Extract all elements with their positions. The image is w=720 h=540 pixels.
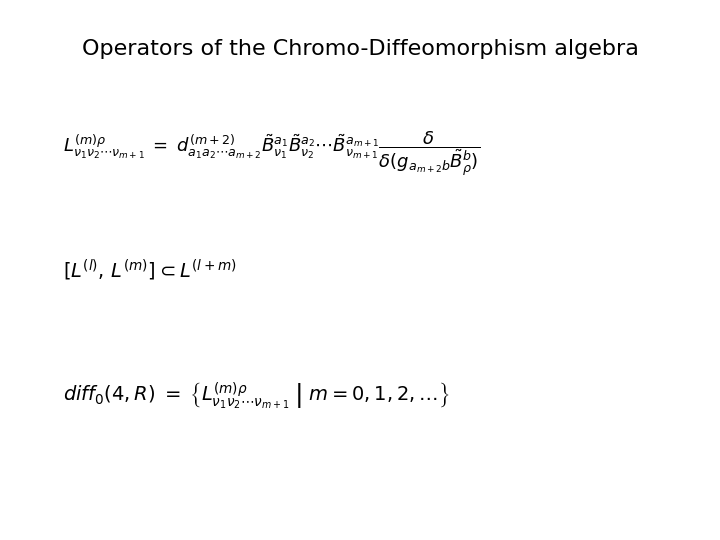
Text: $[L^{(l)},\, L^{(m)}] \subset L^{(l+m)}$: $[L^{(l)},\, L^{(m)}] \subset L^{(l+m)}$ (63, 258, 237, 282)
Text: Operators of the Chromo-Diffeomorphism algebra: Operators of the Chromo-Diffeomorphism a… (81, 38, 639, 58)
Text: $diff_0(4,R) \;=\; \left\{ L_{\nu_1 \nu_2 \cdots \nu_{m+1}}^{(m)\rho}\;\middle|\: $diff_0(4,R) \;=\; \left\{ L_{\nu_1 \nu_… (63, 381, 450, 412)
Text: $L_{\nu_1 \nu_2 \cdots \nu_{m+1}}^{(m)\rho}\;=\;d_{a_1 a_2 \cdots a_{m+2}}^{(m+2: $L_{\nu_1 \nu_2 \cdots \nu_{m+1}}^{(m)\r… (63, 130, 480, 178)
